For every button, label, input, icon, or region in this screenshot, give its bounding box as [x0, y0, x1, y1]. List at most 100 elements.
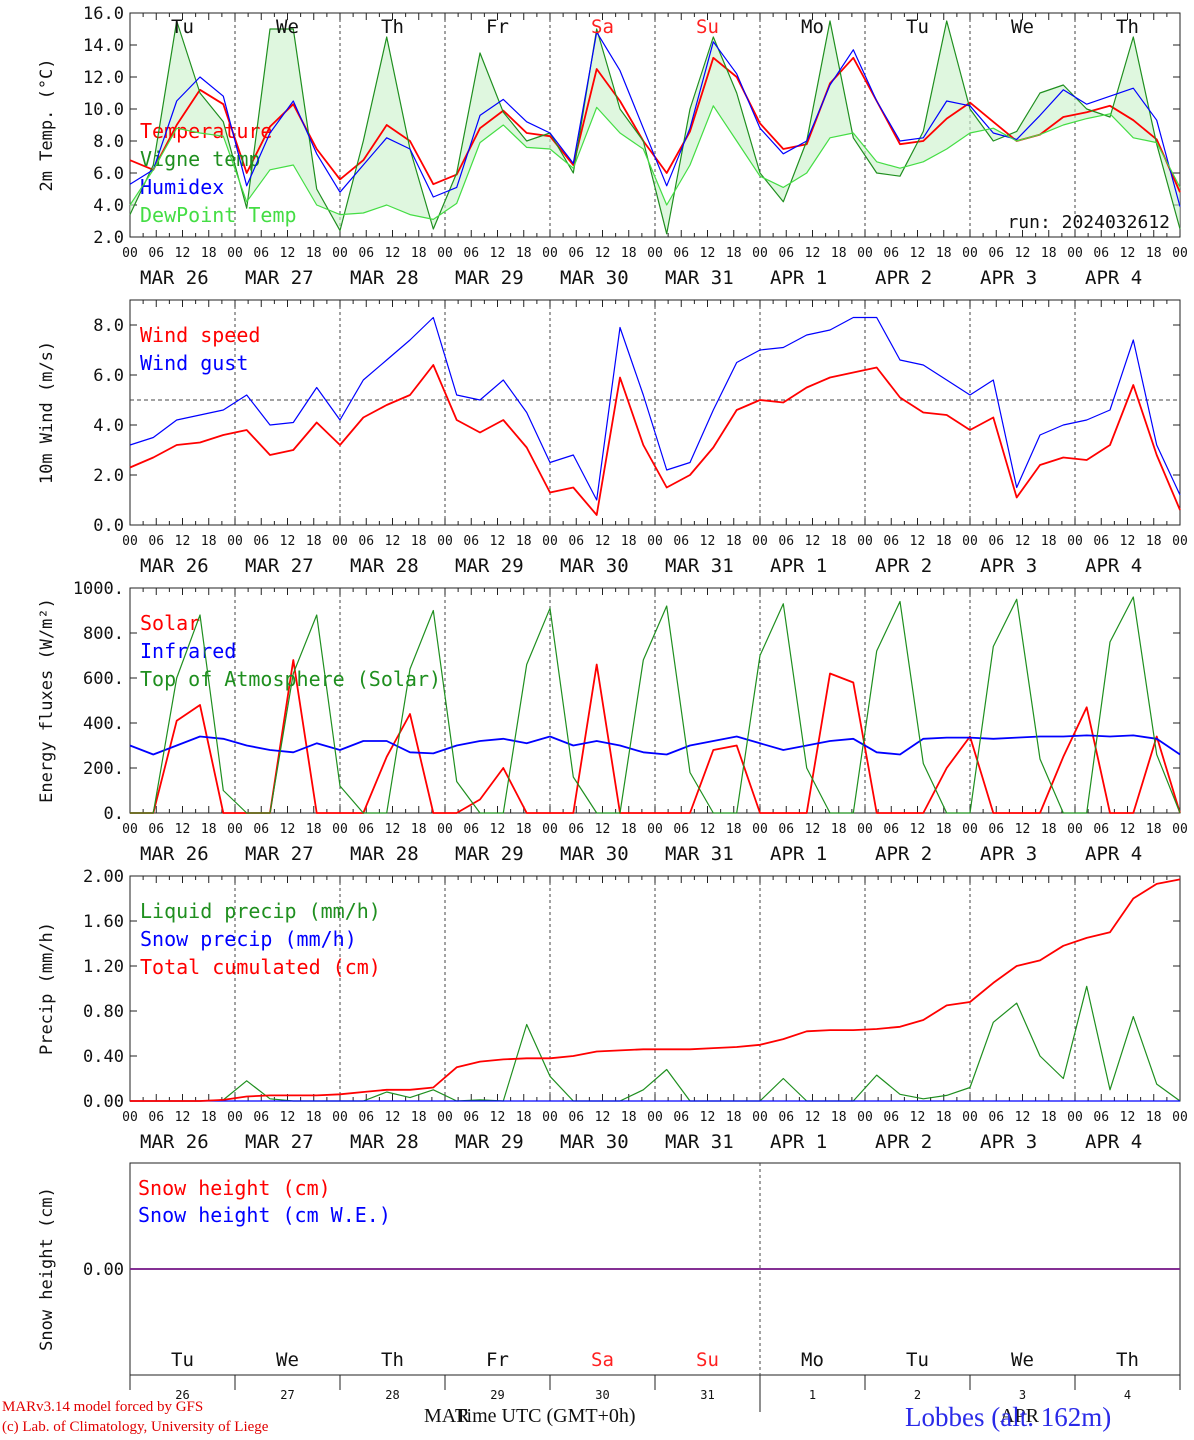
- hour-tick-label: 00: [857, 534, 873, 549]
- date-label: APR 1: [770, 843, 827, 865]
- hour-tick-label: 06: [568, 246, 584, 261]
- hour-tick-label: 00: [437, 1110, 453, 1125]
- day-name-bottom: Sa: [591, 1349, 614, 1371]
- hour-tick-label: 00: [227, 822, 243, 837]
- date-label: APR 2: [875, 843, 932, 865]
- hour-tick-label: 18: [306, 246, 322, 261]
- date-label: MAR 31: [665, 843, 734, 865]
- hour-tick-label: 12: [1120, 246, 1136, 261]
- date-label: MAR 28: [350, 555, 419, 577]
- day-name-bottom: Fr: [486, 1349, 509, 1371]
- hour-tick-label: 12: [175, 534, 191, 549]
- date-label: MAR 26: [140, 1131, 209, 1153]
- date-label: APR 1: [770, 267, 827, 289]
- hour-tick-label: 00: [542, 246, 558, 261]
- day-name-top: Tu: [906, 16, 929, 38]
- hour-tick-label: 12: [490, 1110, 506, 1125]
- hour-tick-label: 18: [621, 534, 637, 549]
- day-name-top: Sa: [591, 16, 614, 38]
- hour-tick-label: 06: [778, 534, 794, 549]
- day-name-top: We: [1011, 16, 1034, 38]
- y-tick-label: 8.0: [93, 132, 124, 152]
- hour-tick-label: 12: [490, 822, 506, 837]
- hour-tick-label: 06: [253, 534, 269, 549]
- hour-tick-label: 00: [752, 246, 768, 261]
- hour-tick-label: 12: [1120, 822, 1136, 837]
- hour-tick-label: 12: [280, 822, 296, 837]
- legend-snow-height-cm-w-e-: Snow height (cm W.E.): [138, 1203, 391, 1227]
- hour-tick-label: 06: [358, 534, 374, 549]
- day-name-top: Mo: [801, 16, 824, 38]
- date-label: APR 1: [770, 555, 827, 577]
- y-tick-label: 1.60: [83, 912, 124, 932]
- hour-tick-label: 06: [463, 822, 479, 837]
- y-tick-label: 1.20: [83, 957, 124, 977]
- hour-tick-label: 00: [647, 822, 663, 837]
- hour-tick-label: 00: [752, 534, 768, 549]
- hour-tick-label: 00: [542, 822, 558, 837]
- hour-tick-label: 06: [358, 822, 374, 837]
- hour-tick-label: 18: [1146, 822, 1162, 837]
- day-number: 31: [700, 1388, 714, 1402]
- hour-tick-label: 06: [463, 534, 479, 549]
- vigne-dewpoint-fill: [130, 21, 1180, 234]
- y-tick-label: 0.00: [83, 1092, 124, 1112]
- day-name-bottom: We: [276, 1349, 299, 1371]
- date-label: MAR 27: [245, 267, 314, 289]
- day-number: 30: [595, 1388, 609, 1402]
- date-label: MAR 31: [665, 1131, 734, 1153]
- hour-tick-label: 06: [778, 822, 794, 837]
- y-tick-label: 12.0: [83, 68, 124, 88]
- date-label: APR 3: [980, 555, 1037, 577]
- day-name-bottom: Th: [1116, 1349, 1139, 1371]
- hour-tick-label: 00: [962, 1110, 978, 1125]
- hour-tick-label: 00: [227, 246, 243, 261]
- hour-tick-label: 00: [332, 822, 348, 837]
- hour-tick-label: 18: [306, 822, 322, 837]
- hour-tick-label: 12: [385, 246, 401, 261]
- hour-tick-label: 06: [1093, 822, 1109, 837]
- hour-tick-label: 06: [568, 1110, 584, 1125]
- hour-tick-label: 18: [516, 246, 532, 261]
- hour-tick-label: 06: [463, 1110, 479, 1125]
- hour-tick-label: 12: [910, 534, 926, 549]
- hour-tick-label: 12: [385, 534, 401, 549]
- hour-tick-label: 12: [1015, 534, 1031, 549]
- hour-tick-label: 00: [227, 1110, 243, 1125]
- hour-tick-label: 06: [778, 1110, 794, 1125]
- y-tick-label: 4.0: [93, 196, 124, 216]
- day-number: 2: [914, 1388, 921, 1402]
- hour-tick-label: 18: [831, 246, 847, 261]
- date-label: MAR 27: [245, 555, 314, 577]
- hour-tick-label: 18: [936, 534, 952, 549]
- hour-tick-label: 06: [673, 822, 689, 837]
- y-tick-label: 2.0: [93, 228, 124, 248]
- date-label: APR 2: [875, 1131, 932, 1153]
- hour-tick-label: 00: [122, 246, 138, 261]
- hour-tick-label: 00: [647, 1110, 663, 1125]
- legend-liquid-precip-mm-h-: Liquid precip (mm/h): [140, 899, 381, 923]
- hour-tick-label: 12: [1015, 1110, 1031, 1125]
- day-name-bottom: Th: [381, 1349, 404, 1371]
- hour-tick-label: 00: [1067, 534, 1083, 549]
- date-label: MAR 31: [665, 555, 734, 577]
- hour-tick-label: 06: [148, 534, 164, 549]
- hour-tick-label: 12: [700, 246, 716, 261]
- day-number: 3: [1019, 1388, 1026, 1402]
- series-line-infrared: [129, 734, 1181, 756]
- day-name-top: Fr: [486, 16, 509, 38]
- day-name-bottom: Tu: [906, 1349, 929, 1371]
- hour-tick-label: 18: [1146, 246, 1162, 261]
- hour-tick-label: 00: [542, 534, 558, 549]
- date-label: APR 4: [1085, 267, 1142, 289]
- hour-tick-label: 00: [1067, 1110, 1083, 1125]
- date-label: MAR 29: [455, 267, 524, 289]
- day-number: 26: [175, 1388, 189, 1402]
- y-tick-label: 200.: [83, 759, 124, 779]
- y-tick-label: 0.00: [83, 1260, 124, 1280]
- legend-wind-gust: Wind gust: [140, 351, 248, 375]
- hour-tick-label: 18: [621, 246, 637, 261]
- hour-tick-label: 18: [726, 534, 742, 549]
- date-label: MAR 28: [350, 843, 419, 865]
